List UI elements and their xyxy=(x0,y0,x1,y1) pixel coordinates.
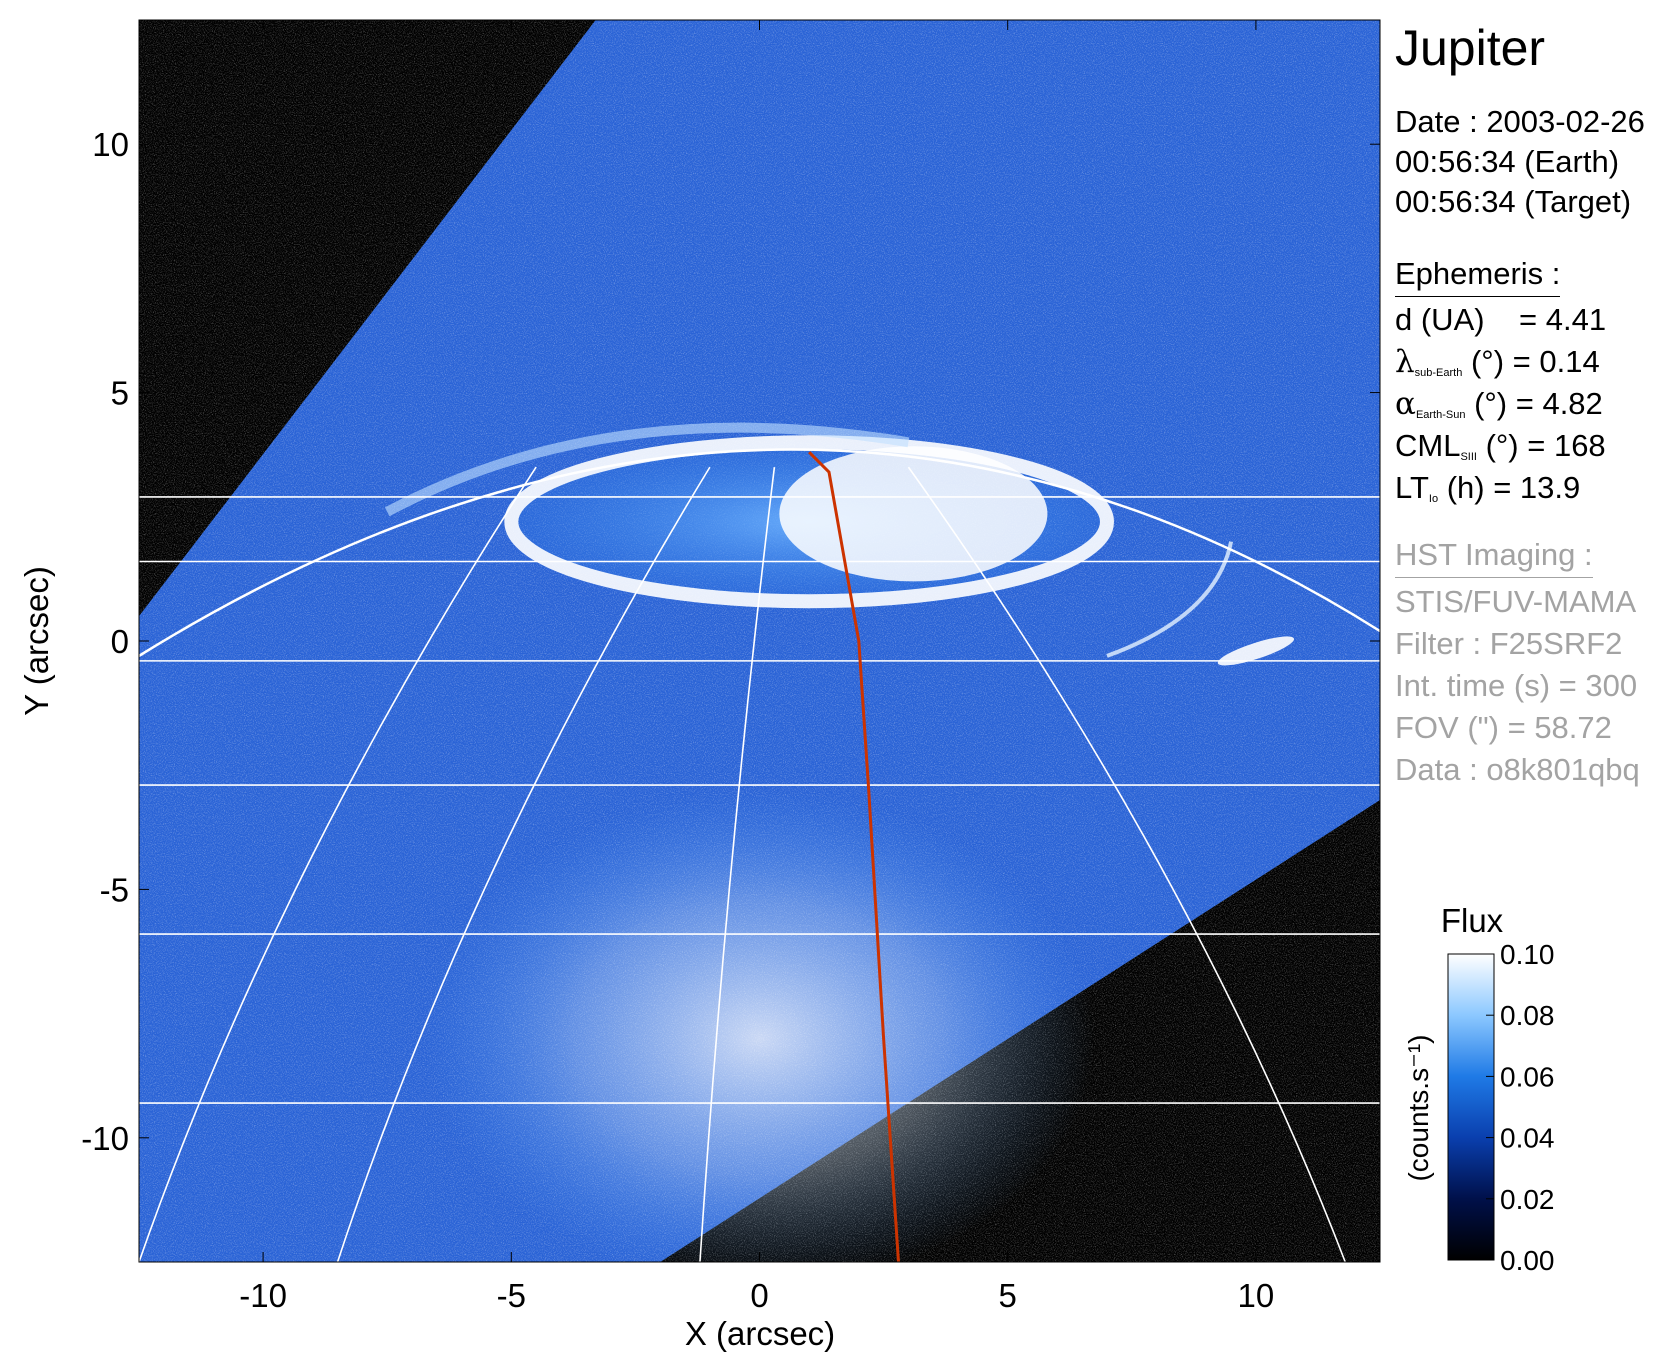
date-line: Date : 2003-02-26 xyxy=(1395,104,1645,139)
planet-limb xyxy=(139,448,1380,657)
plot-area xyxy=(139,20,1380,1262)
time-target: 00:56:34 (Target) xyxy=(1395,184,1632,219)
ephemeris-line: CMLSIII (°) = 168 xyxy=(1395,426,1606,477)
y-tick-label: -10 xyxy=(81,1120,129,1157)
ephemeris-subscript: Earth-Sun xyxy=(1415,409,1466,421)
imaging-heading: HST Imaging : xyxy=(1395,535,1593,578)
ephemeris-subscript: Io xyxy=(1428,493,1439,505)
colorbar-tick-label: 0.00 xyxy=(1500,1245,1555,1276)
colorbar-label: (counts.s⁻¹) xyxy=(1403,1034,1434,1181)
imaging-line: Int. time (s) = 300 xyxy=(1395,668,1638,703)
colorbar-title: Flux xyxy=(1441,902,1504,939)
time-earth: 00:56:34 (Earth) xyxy=(1395,144,1620,179)
x-axis-label: X (arcsec) xyxy=(685,1315,835,1352)
ephemeris-symbol: λ xyxy=(1395,344,1415,380)
cml-line xyxy=(808,451,900,1262)
colorbar-bar xyxy=(1447,953,1495,1261)
ephemeris-subscript: SIII xyxy=(1460,451,1477,463)
imaging-line: Filter : F25SRF2 xyxy=(1395,626,1623,661)
x-tick-label: 10 xyxy=(1238,1277,1275,1314)
bright-patch xyxy=(779,446,1048,582)
ephemeris-value: (°) = 168 xyxy=(1476,428,1606,463)
meridian-line xyxy=(336,466,711,1262)
y-tick-label: 0 xyxy=(111,623,129,660)
diffuse-emission xyxy=(424,790,1095,1262)
colorbar-tick-label: 0.10 xyxy=(1500,939,1555,970)
ephemeris-line: λsub-Earth (°) = 0.14 xyxy=(1395,342,1600,393)
ephemeris-symbol: α xyxy=(1395,386,1416,422)
ephemeris-line: αEarth-Sun (°) = 4.82 xyxy=(1395,384,1603,435)
meridian-line xyxy=(699,467,776,1262)
imaging-line: Data : o8k801qbq xyxy=(1395,752,1640,787)
x-tick-label: 5 xyxy=(999,1277,1017,1314)
colorbar-tick-label: 0.06 xyxy=(1500,1061,1555,1092)
colorbar-tick-label: 0.08 xyxy=(1500,1000,1555,1031)
ephemeris-heading: Ephemeris : xyxy=(1395,254,1561,297)
ephemeris-symbol: LT xyxy=(1395,470,1429,505)
latlon-grid xyxy=(139,448,1380,1262)
ephemeris-value: (h) = 13.9 xyxy=(1438,470,1581,505)
colorbar-tick-label: 0.04 xyxy=(1500,1123,1555,1154)
x-tick-label: -5 xyxy=(497,1277,526,1314)
colorbar-tick-label: 0.02 xyxy=(1500,1184,1555,1215)
imaging-line: FOV (") = 58.72 xyxy=(1395,710,1612,745)
ephemeris-symbol: d xyxy=(1395,302,1413,337)
ephemeris-value: (°) = 4.82 xyxy=(1465,386,1603,421)
ephemeris-line: d (UA) = 4.41 xyxy=(1395,300,1606,340)
y-axis-ticks: 10 5 0 -5 -10 xyxy=(81,126,1380,1157)
oval-ring xyxy=(504,435,1114,609)
y-tick-label: 5 xyxy=(111,375,129,412)
io-footprint xyxy=(1217,636,1295,666)
x-axis-ticks: -10 -5 0 5 10 xyxy=(239,20,1274,1314)
meridian-line xyxy=(907,466,1346,1262)
colorbar: Flux 0.00 0.02 0.04 0.06 0.08 0.10 (counts.s⁻… xyxy=(1403,902,1555,1276)
ephemeris-value: (°) = 0.14 xyxy=(1462,344,1600,379)
ephemeris-subscript: sub-Earth xyxy=(1414,367,1463,379)
imaging-line: STIS/FUV-MAMA xyxy=(1395,584,1637,619)
y-tick-label: 10 xyxy=(92,126,129,163)
outer-emission xyxy=(384,422,910,517)
ephemeris-line: LTIo (h) = 13.9 xyxy=(1395,468,1580,519)
y-tick-label: -5 xyxy=(100,871,129,908)
ephemeris-value: (UA) = 4.41 xyxy=(1412,302,1607,337)
x-tick-label: 0 xyxy=(750,1277,768,1314)
planet-title: Jupiter xyxy=(1395,20,1546,76)
meridian-line xyxy=(139,466,537,1262)
y-axis-label: Y (arcsec) xyxy=(18,566,55,716)
outer-arc xyxy=(1106,541,1234,658)
x-tick-label: -10 xyxy=(239,1277,287,1314)
ephemeris-symbol: CML xyxy=(1395,428,1461,463)
colorbar-ticks: 0.00 0.02 0.04 0.06 0.08 0.10 xyxy=(1486,939,1555,1276)
